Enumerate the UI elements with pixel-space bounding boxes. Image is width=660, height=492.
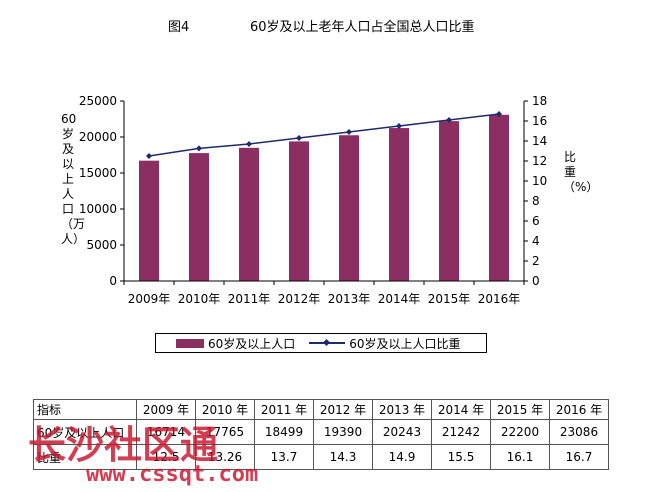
chart-legend: 60岁及以上人口 60岁及以上人口比重: [155, 333, 487, 353]
bar: [339, 135, 359, 281]
table-cell: 16.7: [549, 444, 609, 470]
x-tick-label: 2011年: [228, 292, 271, 306]
table-header-cell: 2014 年: [431, 399, 491, 420]
y-tick-label-right: 12: [532, 154, 547, 168]
legend-line-swatch: [309, 338, 346, 348]
table-row: 60岁及以上人口 16714 17765 18499 19390 20243 2…: [33, 419, 609, 445]
y-tick-label-left: 5000: [86, 238, 117, 252]
table-cell: 12.5: [136, 444, 196, 470]
combo-chart: 0 5000 10000 15000 20000 25000 0 2 4 6 8 10 12 14 16 18…: [79, 94, 547, 306]
y-tick-label-right: 16: [532, 114, 547, 128]
legend-bar-label: 60岁及以上人口: [208, 336, 296, 351]
x-tick-label: 2012年: [278, 292, 321, 306]
chart-title: 60岁及以上老年人口占全国总人口比重: [250, 20, 475, 35]
line-point: [346, 129, 352, 135]
y-tick-label-right: 14: [532, 134, 547, 148]
table-cell: 23086: [549, 419, 609, 445]
table-header-cell: 2016 年: [549, 399, 609, 420]
y-tick-label-right: 18: [532, 94, 547, 108]
bar: [439, 121, 459, 281]
x-tick-label: 2010年: [178, 292, 221, 306]
table-header-row: 指标 2009 年 2010 年 2011 年 2012 年 2013 年 20…: [33, 399, 609, 420]
table-header-cell: 2009 年: [136, 399, 196, 420]
table-cell: 18499: [254, 419, 314, 445]
data-table: 指标 2009 年 2010 年 2011 年 2012 年 2013 年 20…: [33, 399, 609, 470]
table-cell: 16714: [136, 419, 196, 445]
y-tick-label-right: 8: [532, 194, 540, 208]
watermark-url: www.cssqt.com: [86, 462, 259, 487]
bar: [489, 114, 509, 282]
x-tick-label: 2009年: [128, 292, 171, 306]
y-tick-label-right: 4: [532, 234, 540, 248]
line-point: [496, 111, 502, 117]
watermark: 长沙社区通 www.cssqt.com: [28, 414, 258, 492]
line-point: [396, 123, 402, 129]
table-cell: 60岁及以上人口: [33, 419, 137, 445]
line-point: [446, 117, 452, 123]
bar: [289, 141, 309, 281]
table-cell: 22200: [490, 419, 550, 445]
bar: [139, 160, 159, 281]
table-header-cell: 2012 年: [313, 399, 373, 420]
y-tick-label-right: 10: [532, 174, 547, 188]
x-tick-label: 2016年: [478, 292, 521, 306]
y-tick-label-left: 10000: [79, 202, 117, 216]
bar: [389, 128, 409, 281]
table-cell: 21242: [431, 419, 491, 445]
y-axis-label-left: 60岁及以上人口（万人）: [61, 112, 86, 246]
table-cell: 19390: [313, 419, 373, 445]
table-cell: 14.3: [313, 444, 373, 470]
table-cell: 13.26: [195, 444, 255, 470]
table-cell: 13.7: [254, 444, 314, 470]
x-tick-label: 2013年: [328, 292, 371, 306]
bar: [189, 153, 209, 281]
line-point: [196, 145, 202, 152]
line-point: [246, 141, 252, 147]
y-tick-label-left: 0: [109, 274, 117, 288]
legend-bar-swatch: [176, 338, 204, 348]
series-line: [148, 113, 500, 157]
y-tick-label-right: 6: [532, 214, 540, 228]
bar: [239, 147, 259, 281]
table-header-cell: 2013 年: [372, 399, 432, 420]
y-tick-label-left: 15000: [79, 166, 117, 180]
table-cell: 15.5: [431, 444, 491, 470]
y-tick-label-left: 25000: [79, 94, 117, 108]
table-cell: 14.9: [372, 444, 432, 470]
y-tick-label-right: 2: [532, 254, 540, 268]
table-header-cell: 2011 年: [254, 399, 314, 420]
y-tick-label-left: 20000: [79, 130, 117, 144]
figure-label: 图4: [168, 20, 190, 35]
table-cell: 20243: [372, 419, 432, 445]
watermark-text: 长沙社区通: [28, 423, 219, 467]
table-row: 比重 12.5 13.26 13.7 14.3 14.9 15.5 16.1 1…: [33, 444, 609, 470]
table-cell: 16.1: [490, 444, 550, 470]
figure-header: 图4 60岁及以上老年人口占全国总人口比重: [0, 16, 660, 36]
line-point: [296, 135, 302, 141]
x-tick-label: 2015年: [428, 292, 471, 306]
x-tick-label: 2014年: [378, 292, 421, 306]
legend-item-bar: 60岁及以上人口: [176, 335, 295, 352]
legend-line-label: 60岁及以上人口比重: [349, 336, 461, 351]
table-header-cell: 2015 年: [490, 399, 550, 420]
legend-item-line: 60岁及以上人口比重: [309, 335, 461, 352]
line-point: [146, 153, 152, 159]
y-tick-label-right: 0: [532, 274, 540, 288]
y-axis-label-right: 比重（%）: [563, 150, 599, 194]
